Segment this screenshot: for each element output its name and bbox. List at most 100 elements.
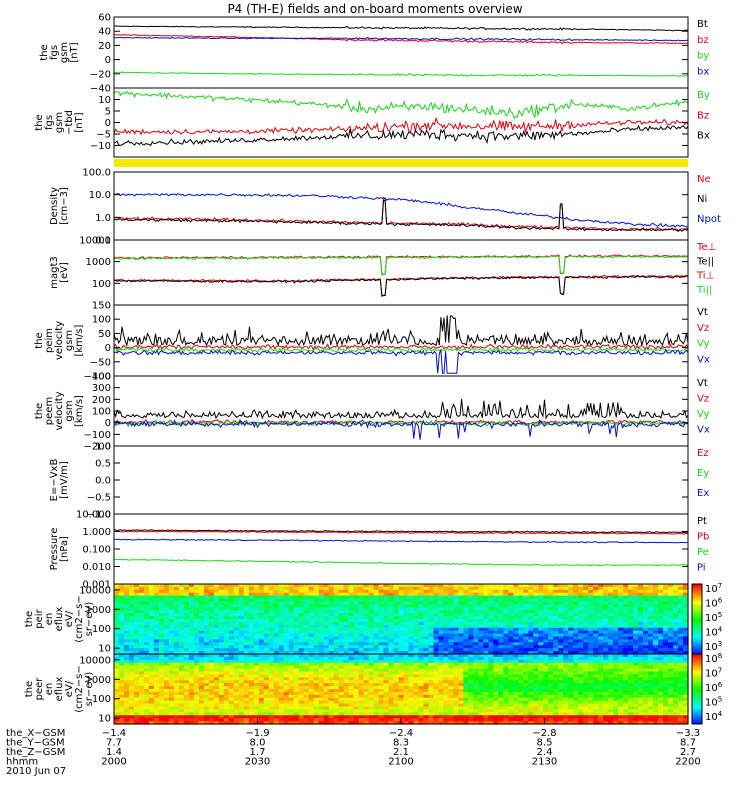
- heatmap-cell: [618, 689, 624, 693]
- heatmap-cell: [493, 604, 499, 608]
- heatmap-cell: [298, 613, 305, 617]
- heatmap-cell: [608, 648, 614, 652]
- heatmap-cell: [153, 700, 160, 705]
- heatmap-cell: [428, 691, 435, 696]
- heatmap-cell: [378, 668, 385, 673]
- heatmap-cell: [428, 642, 435, 646]
- heatmap-cell: [373, 668, 380, 673]
- heatmap-cell: [178, 656, 185, 661]
- heatmap-cell: [158, 627, 165, 632]
- heatmap-cell: [483, 674, 489, 678]
- heatmap-cell: [553, 642, 559, 646]
- heatmap-cell: [643, 601, 649, 606]
- heatmap-cell: [193, 589, 200, 594]
- heatmap-cell: [488, 630, 494, 635]
- heatmap-cell: [218, 697, 225, 702]
- heatmap-cell: [213, 616, 220, 620]
- heatmap-cell: [198, 624, 205, 629]
- heatmap-cell: [173, 598, 180, 603]
- heatmap-cell: [513, 677, 519, 681]
- heatmap-cell: [458, 639, 464, 643]
- heatmap-cell: [373, 627, 380, 632]
- heatmap-cell: [378, 610, 385, 614]
- heatmap-cell: [163, 665, 170, 670]
- heatmap-cell: [618, 619, 624, 623]
- heatmap-cell: [438, 651, 445, 655]
- heatmap-cell: [123, 694, 130, 699]
- heatmap-cell: [578, 645, 584, 649]
- heatmap-cell: [513, 656, 519, 661]
- heatmap-cell: [633, 689, 639, 693]
- heatmap-cell: [183, 668, 190, 673]
- heatmap-cell: [523, 633, 529, 638]
- heatmap-cell: [363, 584, 370, 588]
- ytick-label: 100: [92, 279, 111, 290]
- heatmap-cell: [383, 601, 390, 606]
- heatmap-cell: [153, 584, 160, 588]
- heatmap-cell: [433, 621, 440, 626]
- heatmap-cell: [114, 648, 120, 652]
- heatmap-cell: [248, 665, 255, 670]
- heatmap-cell: [458, 700, 464, 705]
- heatmap-cell: [543, 604, 549, 608]
- heatmap-cell: [253, 604, 260, 608]
- heatmap-cell: [393, 604, 400, 608]
- heatmap-cell: [463, 642, 469, 646]
- heatmap-cell: [348, 665, 355, 670]
- heatmap-cell: [228, 619, 235, 623]
- heatmap-cell: [223, 642, 230, 646]
- heatmap-cell: [338, 686, 345, 690]
- heatmap-cell: [378, 671, 385, 676]
- heatmap-cell: [613, 584, 619, 588]
- heatmap-cell: [173, 651, 180, 655]
- heatmap-cell: [418, 601, 425, 606]
- heatmap-cell: [248, 651, 255, 655]
- heatmap-cell: [408, 689, 415, 693]
- heatmap-cell: [118, 621, 125, 626]
- heatmap-cell: [398, 601, 405, 606]
- heatmap-cell: [203, 671, 210, 676]
- heatmap-cell: [273, 630, 280, 635]
- heatmap-cell: [653, 689, 659, 693]
- heatmap-cell: [158, 694, 165, 699]
- colorbar-cell: [692, 598, 702, 601]
- heatmap-cell: [188, 659, 195, 664]
- heatmap-cell: [493, 645, 499, 649]
- heatmap-cell: [293, 598, 300, 603]
- heatmap-cell: [513, 610, 519, 614]
- heatmap-cell: [648, 654, 654, 658]
- heatmap-cell: [533, 659, 539, 664]
- heatmap-cell: [683, 662, 689, 667]
- heatmap-cell: [258, 686, 265, 690]
- heatmap-cell: [398, 639, 405, 643]
- heatmap-cell: [333, 601, 340, 606]
- heatmap-cell: [578, 604, 584, 608]
- heatmap-cell: [303, 630, 310, 635]
- heatmap-cell: [448, 694, 455, 699]
- heatmap-cell: [358, 671, 365, 676]
- heatmap-cell: [378, 677, 385, 681]
- heatmap-cell: [343, 642, 350, 646]
- heatmap-cell: [463, 668, 469, 673]
- heatmap-cell: [203, 662, 210, 667]
- ytick-label: −1.0: [87, 510, 111, 521]
- heatmap-cell: [343, 659, 350, 664]
- heatmap-cell: [648, 630, 654, 635]
- heatmap-cell: [583, 662, 589, 667]
- heatmap-cell: [558, 607, 564, 611]
- heatmap-cell: [148, 630, 155, 635]
- heatmap-cell: [443, 627, 450, 632]
- colorbar-cell: [692, 606, 702, 609]
- colorbar-cell: [692, 601, 702, 604]
- heatmap-cell: [223, 651, 230, 655]
- heatmap-cell: [283, 656, 290, 661]
- heatmap-cell: [523, 686, 529, 690]
- heatmap-cell: [558, 633, 564, 638]
- heatmap-cell: [508, 627, 514, 632]
- heatmap-cell: [308, 654, 315, 658]
- heatmap-cell: [303, 584, 310, 588]
- heatmap-cell: [158, 680, 165, 684]
- heatmap-cell: [578, 677, 584, 681]
- heatmap-cell: [388, 610, 395, 614]
- heatmap-cell: [268, 604, 275, 608]
